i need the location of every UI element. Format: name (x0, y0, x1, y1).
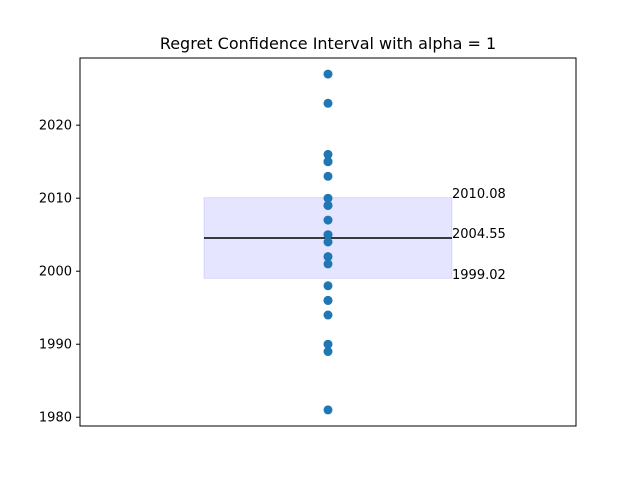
data-point (323, 69, 333, 79)
data-point (323, 171, 333, 181)
data-point (323, 237, 333, 247)
mean-label: 2004.55 (452, 227, 506, 242)
data-point (323, 347, 333, 357)
data-point (323, 310, 333, 320)
data-point (323, 193, 333, 203)
y-tick-label: 1980 (39, 411, 72, 426)
axes-frame (79, 57, 577, 427)
data-points (323, 69, 333, 415)
data-point (323, 149, 333, 159)
y-axis: 1980 1990 2000 2010 2020 (39, 119, 80, 426)
y-tick-label: 1990 (39, 338, 72, 353)
chart-title: Regret Confidence Interval with alpha = … (160, 34, 496, 53)
upper-bound-label: 2010.08 (452, 187, 506, 202)
data-point (323, 405, 333, 415)
data-point (323, 295, 333, 305)
y-tick-label: 2000 (39, 265, 72, 280)
lower-bound-label: 1999.02 (452, 268, 506, 283)
data-point (323, 98, 333, 108)
data-point (323, 215, 333, 225)
data-point (323, 339, 333, 349)
y-tick-label: 2010 (39, 192, 72, 207)
data-point (323, 281, 333, 291)
data-point (323, 230, 333, 240)
y-tick-label: 2020 (39, 119, 72, 134)
data-point (323, 252, 333, 262)
data-point (323, 157, 333, 167)
interval-annotations: 2010.08 2004.55 1999.02 (452, 187, 506, 283)
data-point (323, 259, 333, 269)
data-point (323, 200, 333, 210)
